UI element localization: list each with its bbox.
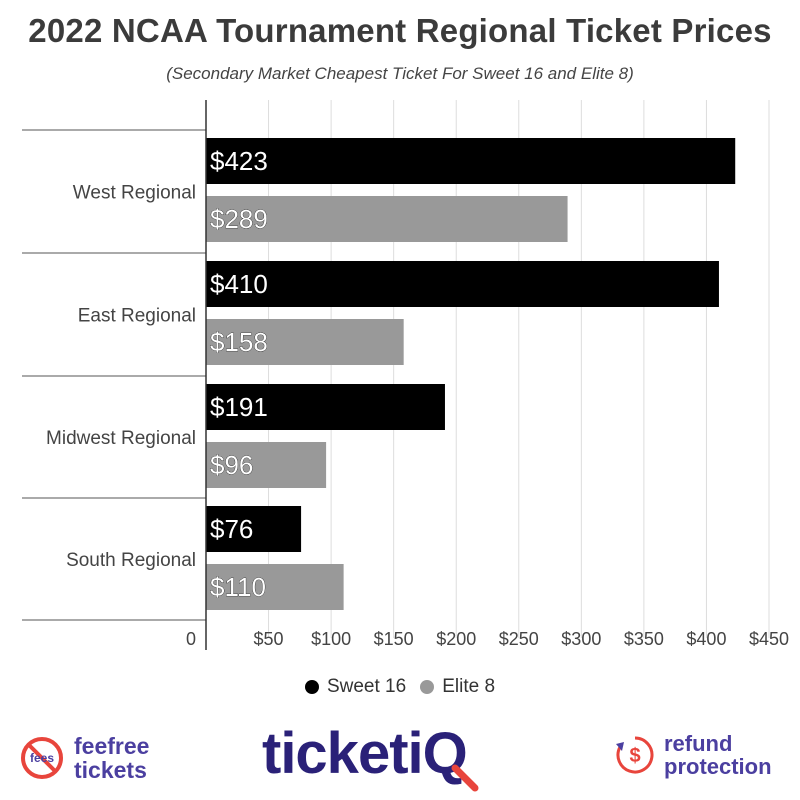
- legend: Sweet 16 Elite 8: [0, 676, 800, 698]
- data-label: $76: [210, 514, 253, 544]
- category-label: South Regional: [66, 550, 196, 571]
- footer: fees feefree tickets ticketiQ $ refund p…: [0, 720, 800, 800]
- refund-cycle-icon: $: [616, 736, 654, 774]
- ticketiq-main-text: ticketi: [262, 721, 424, 786]
- x-tick-label: $100: [311, 629, 351, 649]
- bar: [206, 138, 736, 184]
- bar-chart: $423 $289 West Regional $410 $158 East Region…: [22, 100, 789, 650]
- chart-subtitle: (Secondary Market Cheapest Ticket For Sw…: [166, 64, 634, 83]
- x-tick-label: $250: [499, 629, 539, 649]
- legend-item-elite-8: Elite 8: [420, 676, 495, 698]
- bar: [206, 384, 445, 430]
- bar: [206, 319, 404, 365]
- bar: [206, 442, 327, 488]
- refund-protection-logo[interactable]: $ refund protection: [614, 732, 772, 778]
- feefree-tickets-logo[interactable]: fees feefree tickets: [20, 734, 149, 782]
- x-tick-label: $400: [686, 629, 726, 649]
- x-tick-label: $350: [624, 629, 664, 649]
- x-tick-label: $50: [254, 629, 284, 649]
- category-label: Midwest Regional: [46, 428, 196, 449]
- refund-line1: refund: [664, 731, 733, 756]
- category-label: East Regional: [78, 306, 196, 327]
- legend-item-sweet-16: Sweet 16: [304, 676, 407, 698]
- fees-badge-text: fees: [30, 751, 54, 765]
- category-label: West Regional: [73, 183, 196, 204]
- x-tick-label: $200: [436, 629, 476, 649]
- bar: [206, 564, 344, 610]
- feefree-line1: feefree: [74, 733, 150, 759]
- legend-label: Sweet 16: [326, 676, 407, 697]
- x-tick-label: $300: [561, 629, 601, 649]
- chart-title: 2022 NCAA Tournament Regional Ticket Pri…: [28, 12, 772, 49]
- data-label: $96: [210, 450, 253, 480]
- no-fees-icon: fees: [21, 737, 63, 779]
- refund-line2: protection: [664, 754, 772, 779]
- x-tick-label: 0: [186, 629, 196, 649]
- bar: [206, 196, 568, 242]
- magnifier-icon: [451, 764, 479, 792]
- dollar-symbol: $: [629, 745, 640, 767]
- feefree-line2: tickets: [74, 757, 147, 783]
- legend-dot-icon: [420, 680, 435, 694]
- data-label: $289: [210, 204, 268, 234]
- data-label: $423: [210, 146, 268, 176]
- x-tick-label: $150: [374, 629, 414, 649]
- x-tick-label: $450: [749, 629, 789, 649]
- data-label: $158: [210, 327, 268, 357]
- data-label: $110: [210, 572, 266, 602]
- data-label: $191: [210, 392, 268, 422]
- bar: [206, 261, 719, 307]
- bar: [206, 506, 302, 552]
- ticketiq-logo[interactable]: ticketiQ: [262, 720, 479, 792]
- data-label: $410: [210, 269, 268, 299]
- legend-label: Elite 8: [442, 676, 496, 697]
- legend-dot-icon: [304, 680, 319, 694]
